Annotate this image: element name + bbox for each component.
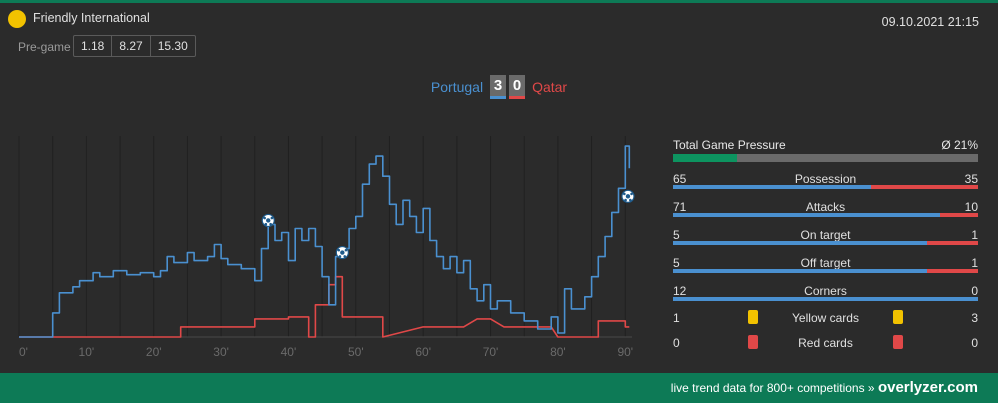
footer-tagline: live trend data for 800+ competitions »	[670, 381, 875, 395]
card-home-count: 1	[673, 311, 680, 325]
footer-text[interactable]: live trend data for 800+ competitions » …	[671, 379, 978, 396]
home-team-name[interactable]: Portugal	[430, 79, 484, 95]
pressure-chart: 0' 10' 20' 30' 40' 50' 60' 70' 80' 90'	[18, 136, 635, 359]
card-rows: 1 Yellow cards 3 0 Red cards 0	[673, 308, 978, 351]
pregame-label: Pre-game	[18, 40, 71, 54]
card-icon-away	[893, 335, 903, 349]
stat-away-value: 1	[971, 228, 978, 242]
x-tick-label: 0'	[19, 345, 28, 359]
stat-away-value: 1	[971, 256, 978, 270]
card-away-count: 0	[971, 336, 978, 350]
stat-home-bar	[673, 269, 928, 273]
soccer-ball-icon	[261, 213, 275, 228]
stat-row: 65 Possession 35	[673, 172, 978, 190]
total-pressure-label: Total Game Pressure	[673, 138, 786, 152]
card-icon-home	[748, 310, 758, 324]
away-team-name[interactable]: Qatar	[532, 79, 568, 95]
stat-home-bar	[673, 297, 978, 301]
footer-brand: overlyzer.com	[877, 379, 978, 396]
odds-draw[interactable]: 8.27	[112, 36, 151, 56]
card-icon-home	[748, 335, 758, 349]
stat-home-bar	[673, 241, 928, 245]
card-row: 1 Yellow cards 3	[673, 308, 978, 326]
x-tick-label: 30'	[213, 345, 229, 359]
top-accent-line	[0, 0, 998, 3]
card-home-count: 0	[673, 336, 680, 350]
stat-comparison-bar	[673, 185, 978, 189]
x-tick-label: 60'	[415, 345, 431, 359]
card-icon-away	[893, 310, 903, 324]
card-row: 0 Red cards 0	[673, 333, 978, 351]
x-tick-label: 20'	[146, 345, 162, 359]
stat-comparison-bar	[673, 241, 978, 245]
soccer-ball-icon	[335, 245, 349, 260]
stat-label: Possession	[794, 172, 857, 186]
home-score: 3	[490, 75, 507, 99]
stat-label: On target	[800, 228, 851, 242]
x-tick-label: 50'	[348, 345, 364, 359]
away-score: 0	[509, 75, 526, 99]
stat-home-value: 5	[673, 256, 680, 270]
stat-comparison-bar	[673, 297, 978, 301]
stat-home-bar	[673, 213, 941, 217]
competition-status-dot	[8, 10, 26, 28]
stat-row: 5 Off target 1	[673, 256, 978, 274]
stat-home-value: 12	[673, 284, 687, 298]
stat-label: Corners	[804, 284, 847, 298]
x-tick-label: 40'	[281, 345, 297, 359]
stat-home-value: 71	[673, 200, 687, 214]
card-label: Red cards	[798, 336, 853, 350]
stat-home-value: 5	[673, 228, 680, 242]
stat-row: 12 Corners 0	[673, 284, 978, 302]
total-pressure-row: Total Game Pressure Ø 21%	[673, 137, 978, 153]
card-label: Yellow cards	[792, 311, 859, 325]
stat-label: Attacks	[805, 200, 846, 214]
match-datetime: 09.10.2021 21:15	[881, 15, 979, 29]
pregame-odds: 1.18 8.27 15.30	[73, 35, 196, 57]
competition-name: Friendly International	[33, 11, 150, 25]
total-pressure-fill	[673, 154, 738, 162]
footer-banner[interactable]: live trend data for 800+ competitions » …	[0, 373, 998, 403]
stat-label: Off target	[800, 256, 851, 270]
x-tick-label: 10'	[79, 345, 95, 359]
odds-away[interactable]: 15.30	[157, 39, 188, 53]
soccer-ball-icon	[621, 189, 635, 203]
away-pressure-line	[19, 275, 630, 338]
home-pressure-line	[19, 145, 631, 338]
stat-away-value: 10	[964, 200, 978, 214]
scoreline: Portugal 3 0 Qatar	[0, 75, 998, 99]
stats-panel: Total Game Pressure Ø 21% 65 Possession 35…	[673, 137, 978, 351]
x-tick-label: 90'	[617, 345, 633, 359]
stat-comparison-bar	[673, 213, 978, 217]
stat-home-value: 65	[673, 172, 687, 186]
x-tick-label: 80'	[550, 345, 566, 359]
stat-row: 71 Attacks 10	[673, 200, 978, 218]
odds-home[interactable]: 1.18	[74, 36, 113, 56]
stat-rows: 65 Possession 35 71 Attacks 10 5 On target 1 5 Off…	[673, 172, 978, 302]
card-away-count: 3	[971, 311, 978, 325]
stat-away-value: 0	[971, 284, 978, 298]
stat-home-bar	[673, 185, 872, 189]
stat-row: 5 On target 1	[673, 228, 978, 246]
stat-away-value: 35	[964, 172, 978, 186]
total-pressure-bar	[673, 154, 978, 162]
x-tick-label: 70'	[483, 345, 499, 359]
stat-comparison-bar	[673, 269, 978, 273]
total-pressure-average: Ø 21%	[941, 138, 978, 152]
